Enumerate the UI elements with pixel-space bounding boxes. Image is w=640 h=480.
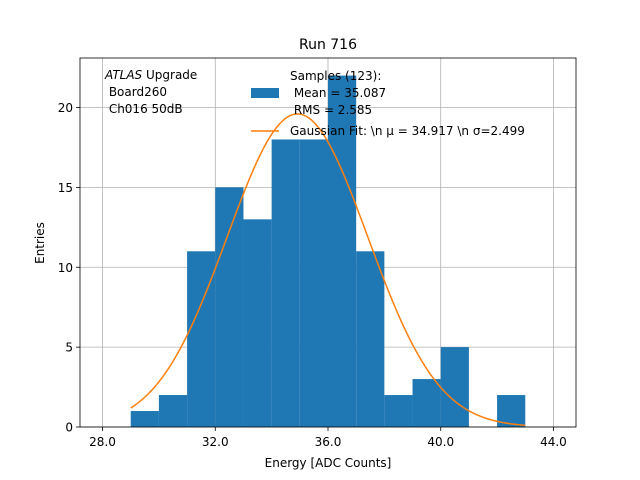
histogram-bar (384, 395, 413, 427)
histogram-bar (328, 75, 357, 428)
legend-rms: RMS = 2.585 (290, 103, 372, 117)
x-axis-label: Energy [ADC Counts] (265, 456, 392, 470)
histogram-bar (215, 187, 244, 427)
board-label: Board260 (105, 85, 167, 99)
legend-mean: Mean = 35.087 (290, 86, 386, 100)
legend-samples: Samples (123): (290, 69, 381, 83)
x-tick-label: 40.0 (427, 435, 454, 449)
histogram-bar (299, 139, 328, 427)
histogram-bar (271, 139, 300, 427)
histogram-bar (412, 379, 441, 427)
y-tick-label: 15 (58, 181, 73, 195)
x-tick-label: 32.0 (202, 435, 229, 449)
channel-label: Ch016 50dB (105, 102, 183, 116)
histogram-bar (356, 251, 385, 427)
y-tick-label: 10 (58, 261, 73, 275)
atlas-upgrade: Upgrade (142, 68, 197, 82)
y-tick-label: 0 (65, 421, 73, 435)
histogram-bar (158, 395, 188, 427)
x-tick-label: 36.0 (315, 435, 342, 449)
y-axis-label: Entries (33, 222, 47, 264)
y-tick-label: 20 (58, 101, 73, 115)
histogram-bar (243, 219, 272, 427)
y-tick-label: 5 (65, 341, 73, 355)
y-axis-ticks: 0 5 10 15 20 (58, 101, 80, 435)
legend: Samples (123): Mean = 35.087 RMS = 2.585… (251, 69, 525, 138)
x-axis-ticks: 28.0 32.0 36.0 40.0 44.0 (89, 427, 567, 449)
legend-fit-label: Gaussian Fit: \n μ = 34.917 \n σ=2.499 (290, 124, 525, 138)
legend-hist-swatch (251, 88, 279, 98)
x-tick-label: 44.0 (540, 435, 567, 449)
histogram-bar (130, 411, 159, 427)
histogram-bar (440, 347, 469, 427)
chart-title: Run 716 (299, 37, 357, 53)
atlas-label: ATLAS Upgrade (104, 68, 197, 82)
gaussian-fit-curve (130, 113, 526, 427)
atlas-italic: ATLAS (104, 68, 143, 82)
x-tick-label: 28.0 (89, 435, 116, 449)
